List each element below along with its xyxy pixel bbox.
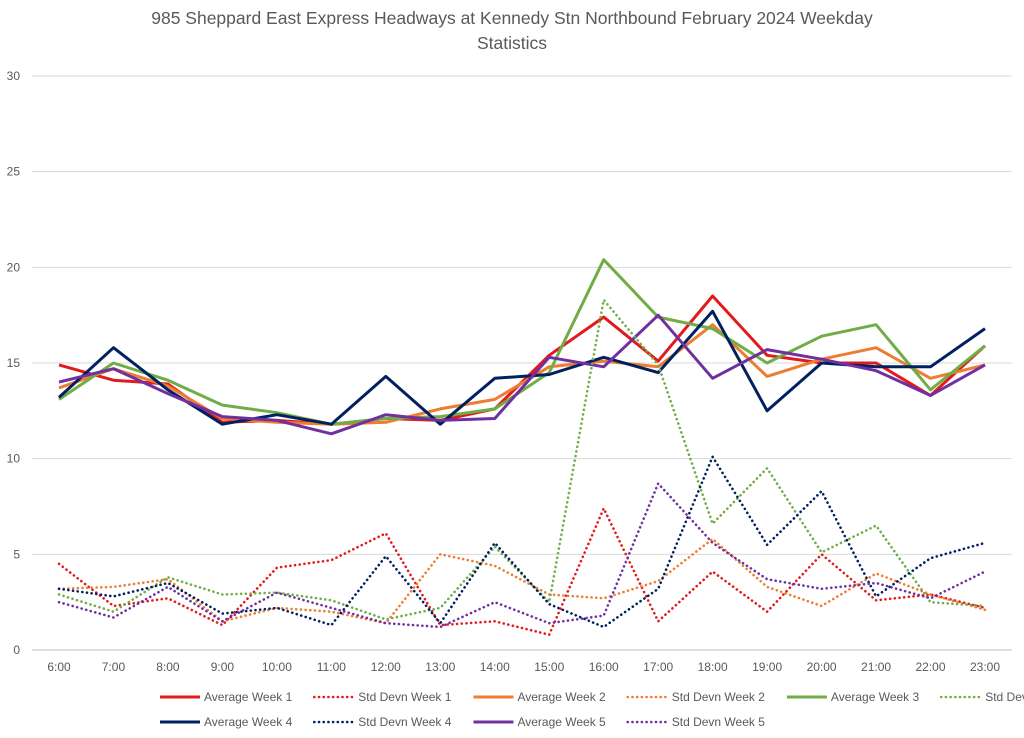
x-tick-label: 6:00 xyxy=(47,660,71,674)
x-tick-label: 7:00 xyxy=(102,660,126,674)
chart-title-line-2: Statistics xyxy=(476,33,548,53)
x-tick-label: 13:00 xyxy=(425,660,455,674)
y-axis-ticks: 0 5 10 15 20 25 30 xyxy=(7,69,21,657)
gridlines xyxy=(32,75,1012,651)
x-tick-label: 8:00 xyxy=(156,660,180,674)
series-line-std-devn-week-3 xyxy=(57,298,987,621)
x-tick-label: 20:00 xyxy=(807,660,837,674)
x-tick-label: 19:00 xyxy=(752,660,782,674)
y-tick-label: 5 xyxy=(13,547,20,561)
x-tick-label: 17:00 xyxy=(643,660,673,674)
x-tick-label: 16:00 xyxy=(589,660,619,674)
series-line-std-devn-week-2 xyxy=(57,537,987,625)
series-lines xyxy=(57,258,987,637)
legend-label: Std Devn Week 4 xyxy=(358,715,451,729)
x-tick-label: 18:00 xyxy=(698,660,728,674)
x-axis-ticks: 6:00 7:00 8:00 9:00 10:00 11:00 12:00 13:00 14:0… xyxy=(47,660,1000,674)
y-tick-label: 15 xyxy=(7,356,21,370)
legend-item-std-devn-week-4: Std Devn Week 4 xyxy=(312,715,452,729)
x-tick-label: 12:00 xyxy=(371,660,401,674)
legend-label: Average Week 2 xyxy=(517,690,606,704)
x-tick-label: 21:00 xyxy=(861,660,891,674)
legend-label: Average Week 5 xyxy=(517,715,606,729)
x-tick-label: 10:00 xyxy=(262,660,292,674)
x-tick-label: 23:00 xyxy=(970,660,1000,674)
legend-item-average-week-2: Average Week 2 xyxy=(473,690,606,704)
legend-label: Std Devn Week 3 xyxy=(985,690,1024,704)
legend-label: Average Week 3 xyxy=(831,690,920,704)
x-tick-label: 14:00 xyxy=(480,660,510,674)
legend-item-average-week-5: Average Week 5 xyxy=(473,715,606,729)
x-tick-label: 15:00 xyxy=(534,660,564,674)
legend-item-std-devn-week-5: Std Devn Week 5 xyxy=(626,715,765,729)
legend-item-std-devn-week-1: Std Devn Week 1 xyxy=(312,690,452,704)
chart-title: 985 Sheppard East Express Headways at Ke… xyxy=(0,6,1024,56)
series-line-average-week-5 xyxy=(58,313,986,436)
legend-item-average-week-3: Average Week 3 xyxy=(786,690,920,704)
series-line-std-devn-week-5 xyxy=(57,482,987,629)
legend: Average Week 1 Std Devn Week 1 Average Wee… xyxy=(160,690,1024,729)
legend-item-average-week-1: Average Week 1 xyxy=(160,690,293,704)
legend-label: Std Devn Week 1 xyxy=(358,690,451,704)
y-tick-label: 0 xyxy=(13,643,20,657)
legend-item-average-week-4: Average Week 4 xyxy=(160,715,293,729)
y-tick-label: 10 xyxy=(7,452,21,466)
x-tick-label: 9:00 xyxy=(211,660,235,674)
legend-label: Average Week 4 xyxy=(204,715,293,729)
series-line-std-devn-week-4 xyxy=(57,455,987,629)
legend-item-std-devn-week-2: Std Devn Week 2 xyxy=(626,690,765,704)
legend-label: Average Week 1 xyxy=(204,690,293,704)
x-tick-label: 22:00 xyxy=(916,660,946,674)
y-tick-label: 25 xyxy=(7,165,21,179)
legend-item-std-devn-week-3: Std Devn Week 3 xyxy=(939,690,1024,704)
legend-label: Std Devn Week 5 xyxy=(672,715,765,729)
legend-label: Std Devn Week 2 xyxy=(672,690,765,704)
chart-title-line-1: 985 Sheppard East Express Headways at Ke… xyxy=(151,8,873,28)
series-line-average-week-3 xyxy=(58,258,986,426)
series-line-average-week-4 xyxy=(57,309,986,426)
y-tick-label: 30 xyxy=(7,69,21,83)
x-tick-label: 11:00 xyxy=(317,660,346,674)
series-line-std-devn-week-1 xyxy=(57,507,987,637)
y-tick-label: 20 xyxy=(7,260,21,274)
